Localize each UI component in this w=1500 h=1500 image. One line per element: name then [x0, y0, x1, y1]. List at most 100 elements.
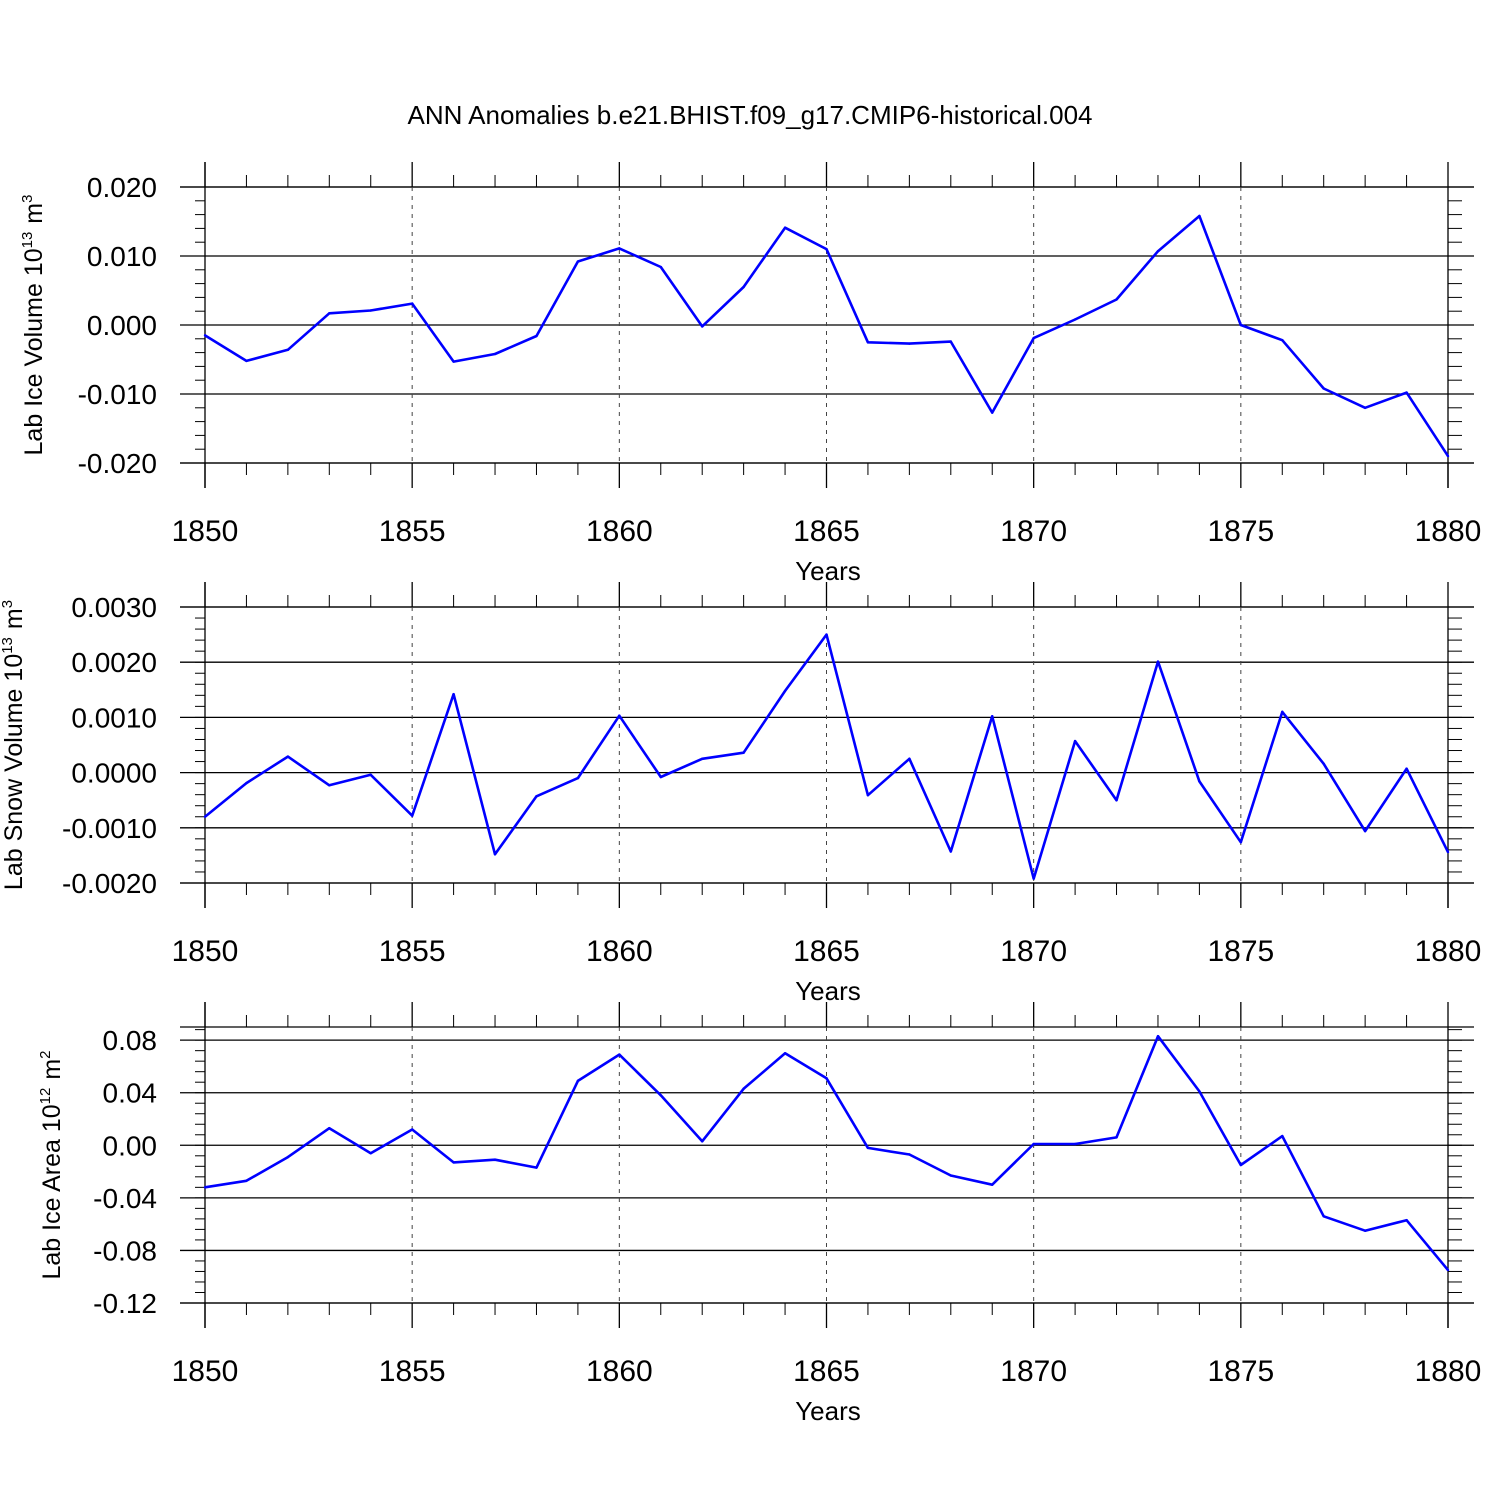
x-tick-label: 1865: [793, 935, 860, 968]
data-point: [286, 348, 290, 352]
data-point: [1322, 387, 1325, 390]
data-point: [493, 352, 497, 356]
x-axis-label: Years: [795, 976, 861, 1006]
y-tick-label: -0.0010: [62, 813, 157, 844]
y-tick-label: 0.0010: [71, 702, 157, 733]
data-point: [452, 693, 455, 696]
data-point: [866, 1146, 870, 1150]
data-point: [1198, 1090, 1201, 1093]
data-point: [1115, 799, 1118, 802]
y-tick-label: -0.08: [93, 1235, 157, 1266]
data-point: [452, 1161, 455, 1164]
data-point: [1281, 710, 1284, 714]
data-point: [949, 1174, 952, 1177]
data-point: [825, 247, 828, 251]
panel-3: -0.12 -0.08 -0.04 0.00 0.04 0.08 1850 1855 1860 1…: [37, 1002, 1481, 1426]
y-tick-label: -0.020: [78, 448, 157, 479]
data-point: [493, 1158, 497, 1161]
x-tick-label: 1860: [586, 1355, 653, 1388]
data-point: [410, 814, 414, 817]
data-point: [1032, 877, 1035, 880]
data-point: [742, 285, 745, 289]
x-tick-label: 1855: [379, 935, 446, 968]
data-point: [949, 850, 952, 853]
data-point: [949, 340, 952, 343]
data-point: [701, 325, 704, 328]
data-point: [1322, 762, 1325, 765]
y-axis-label-exponent: 13: [0, 637, 16, 654]
data-point: [701, 1140, 704, 1143]
panel-1: -0.020 -0.010 0.000 0.010 0.020 1850 1855 1860 1…: [19, 162, 1481, 586]
x-axis-label: Years: [795, 1396, 861, 1426]
y-tick-label: 0.000: [87, 310, 157, 341]
y-tick-label: -0.04: [93, 1183, 157, 1214]
data-point: [659, 775, 662, 779]
series-line: [204, 214, 1450, 457]
data-point: [328, 312, 331, 315]
y-axis-label-main: Lab Snow Volume 10: [0, 654, 28, 890]
data-point: [659, 265, 662, 269]
data-point: [1405, 767, 1408, 770]
data-point: [535, 1166, 538, 1169]
x-tick-label: 1880: [1415, 935, 1482, 968]
y-axis-label-unit: m: [0, 608, 28, 629]
data-point: [535, 334, 538, 338]
data-point: [1281, 1134, 1284, 1138]
y-tick-label: 0.08: [103, 1025, 158, 1056]
data-point: [991, 1183, 994, 1186]
x-tick-label: 1860: [586, 515, 653, 548]
data-point: [825, 1077, 828, 1080]
data-point: [991, 715, 994, 718]
data-point: [1239, 840, 1243, 844]
data-point: [286, 1155, 290, 1159]
data-point: [783, 226, 787, 229]
data-point: [991, 411, 994, 414]
data-point: [659, 1094, 662, 1097]
y-tick-label: 0.04: [103, 1078, 158, 1109]
data-point: [618, 1053, 621, 1056]
data-point: [203, 334, 207, 337]
data-point: [701, 757, 704, 760]
y-tick-label: 0.010: [87, 241, 157, 272]
data-point: [1322, 1215, 1325, 1218]
panel-2: -0.0020 -0.0010 0.0000 0.0010 0.0020 0.0030 18…: [0, 582, 1481, 1006]
x-tick-label: 1880: [1415, 515, 1482, 548]
data-point: [1281, 338, 1284, 342]
data-point: [742, 1087, 745, 1090]
y-axis-label-unit-exponent: 2: [37, 1051, 54, 1059]
data-point: [825, 633, 828, 636]
data-point: [245, 359, 248, 363]
data-point: [576, 776, 580, 780]
data-point: [1156, 1035, 1160, 1038]
data-point: [783, 689, 787, 693]
data-point: [1405, 391, 1408, 394]
x-tick-label: 1860: [586, 935, 653, 968]
data-point: [328, 1127, 331, 1130]
data-point: [1363, 829, 1367, 833]
data-point: [618, 247, 621, 250]
data-point: [410, 1128, 414, 1131]
data-point: [493, 853, 497, 856]
data-point: [535, 795, 538, 798]
data-point: [742, 751, 745, 754]
y-tick-label: -0.12: [93, 1288, 157, 1319]
x-tick-label: 1865: [793, 515, 860, 548]
data-point: [245, 781, 248, 785]
x-tick-label: 1855: [379, 515, 446, 548]
data-point: [1239, 1163, 1243, 1167]
data-point: [576, 1079, 580, 1083]
data-point: [1446, 850, 1450, 854]
x-tick-label: 1855: [379, 1355, 446, 1388]
y-tick-label: -0.010: [78, 379, 157, 410]
x-tick-label: 1850: [172, 515, 239, 548]
x-tick-label: 1870: [1000, 935, 1067, 968]
x-tick-label: 1850: [172, 1355, 239, 1388]
data-point: [369, 1151, 372, 1155]
chart-title: ANN Anomalies b.e21.BHIST.f09_g17.CMIP6-…: [407, 100, 1092, 130]
x-tick-label: 1875: [1207, 1355, 1274, 1388]
y-axis-label-exponent: 13: [19, 232, 36, 249]
x-tick-label: 1870: [1000, 1355, 1067, 1388]
data-point: [1239, 323, 1243, 327]
y-axis-label-unit-exponent: 3: [19, 195, 36, 203]
data-point: [1073, 739, 1077, 743]
